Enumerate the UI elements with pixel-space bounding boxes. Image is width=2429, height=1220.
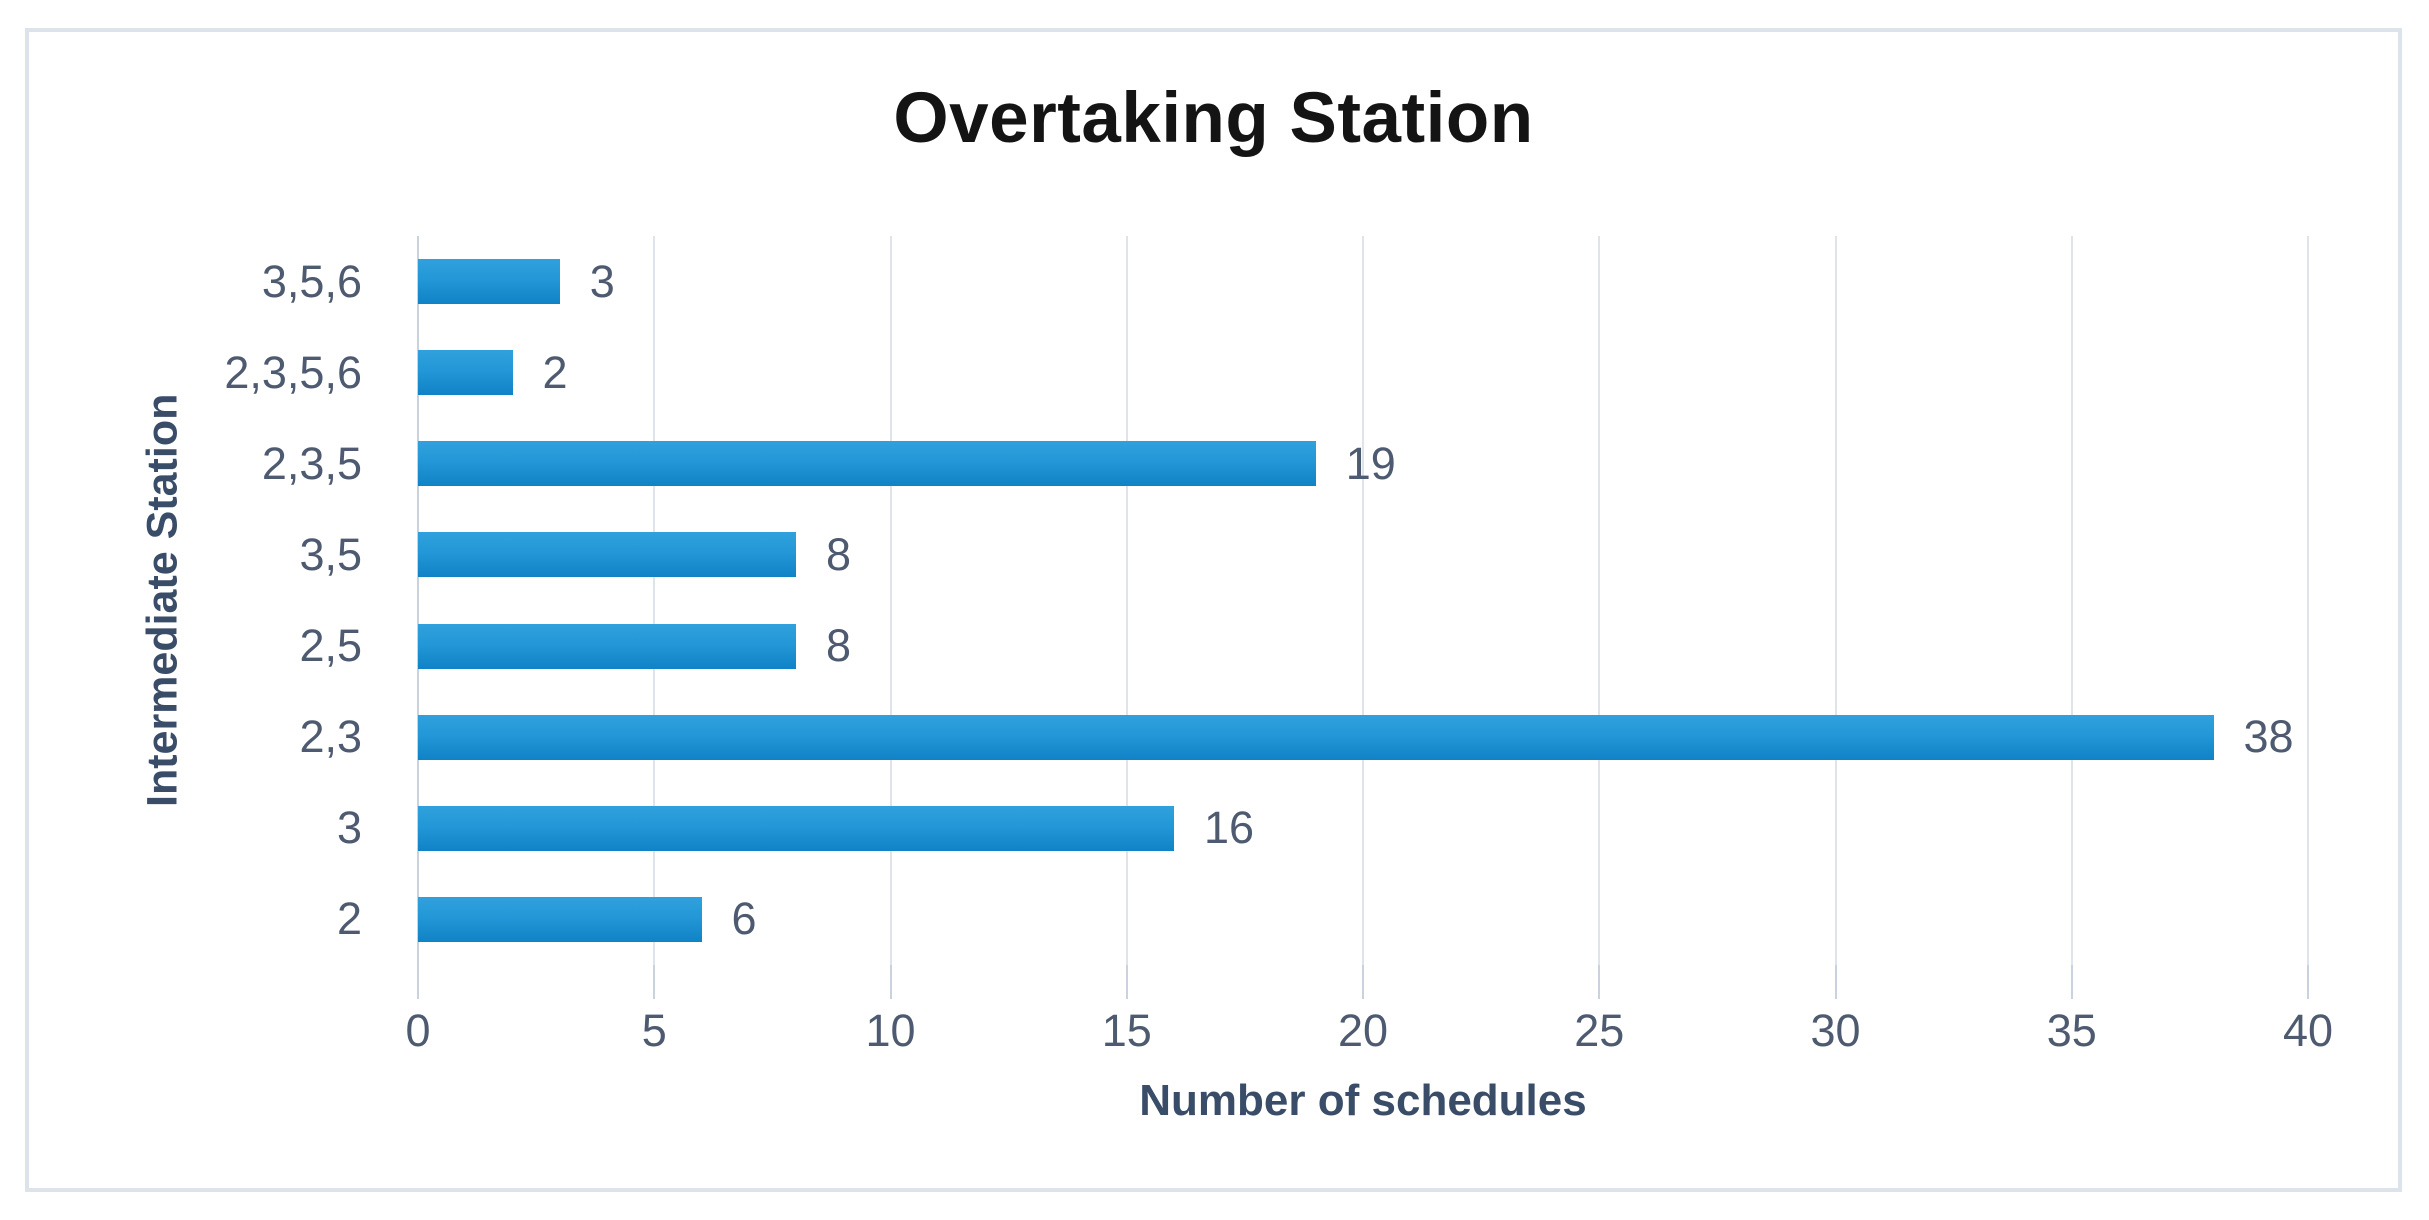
axis-line: [417, 236, 419, 965]
data-label: 3: [589, 255, 615, 307]
bar-row: 19: [418, 418, 2308, 509]
tick-mark: [889, 965, 892, 999]
data-label: 38: [2243, 711, 2294, 763]
tick-mark: [1834, 965, 1837, 999]
gridline: [1834, 236, 1837, 965]
bar-series: 3 2 19 8 8 38 16 6: [418, 236, 2308, 965]
gridline: [1598, 236, 1601, 965]
tick-label: 10: [865, 1005, 916, 1056]
bar-row: 3: [418, 236, 2308, 327]
tick-label: 0: [405, 1005, 431, 1056]
tick-mark: [2070, 965, 2073, 999]
tick-mark: [653, 965, 656, 999]
data-label: 2: [542, 346, 568, 398]
category-label: 2: [336, 893, 362, 945]
tick-label: 40: [2282, 1005, 2334, 1056]
tick-label: 5: [641, 1005, 667, 1056]
tick-mark: [1125, 965, 1128, 999]
x-axis: 0 5 10 15 20 25 30 35 40: [405, 965, 2333, 1085]
data-label: 8: [826, 620, 852, 672]
tick-mark: [2307, 965, 2309, 999]
plot-area: 3 2 19 8 8 38 16 6: [417, 236, 2309, 965]
gridline: [2307, 236, 2309, 965]
gridline: [1362, 236, 1364, 965]
tick-label: 30: [1810, 1005, 1861, 1056]
category-label: 2,3,5: [261, 437, 362, 489]
gridline: [1125, 236, 1128, 965]
chart-title: Overtaking Station: [893, 79, 1534, 158]
tick-mark: [417, 965, 419, 999]
bar: [418, 805, 1174, 851]
gridline: [653, 236, 656, 965]
bar: [418, 441, 1316, 487]
tick-label: 35: [2046, 1005, 2097, 1056]
bar-row: 6: [418, 874, 2308, 965]
data-label: 16: [1204, 802, 1255, 854]
data-label: 19: [1345, 437, 1396, 489]
bar: [418, 714, 2214, 760]
chart-frame: Overtaking Station Intermediate Station …: [25, 28, 2402, 1192]
tick-label: 25: [1574, 1005, 1625, 1056]
bar: [418, 896, 702, 942]
bar-row: 16: [418, 783, 2308, 874]
data-label: 8: [826, 528, 852, 580]
category-label: 3,5: [299, 528, 362, 580]
category-label: 3,5,6: [261, 255, 362, 307]
tick-mark: [1362, 965, 1364, 999]
x-axis-title: Number of schedules: [1139, 1076, 1587, 1125]
bar-row: 8: [418, 509, 2308, 600]
bar: [418, 623, 796, 669]
tick-label: 15: [1101, 1005, 1152, 1056]
bar-row: 8: [418, 601, 2308, 692]
bar: [418, 350, 513, 396]
category-label: 2,3: [299, 711, 362, 763]
tick-label: 20: [1337, 1005, 1389, 1056]
data-label: 6: [731, 893, 757, 945]
category-label: 3: [336, 802, 362, 854]
category-label: 2,3,5,6: [224, 346, 362, 398]
category-label: 2,5: [299, 620, 362, 672]
bar: [418, 532, 796, 578]
bar-row: 38: [418, 692, 2308, 783]
bar: [418, 259, 560, 305]
bar-row: 2: [418, 327, 2308, 418]
gridline: [2070, 236, 2073, 965]
category-axis: 3,5,6 2,3,5,6 2,3,5 3,5 2,5 2,3 3 2: [89, 236, 362, 965]
gridline: [889, 236, 892, 965]
tick-mark: [1598, 965, 1601, 999]
